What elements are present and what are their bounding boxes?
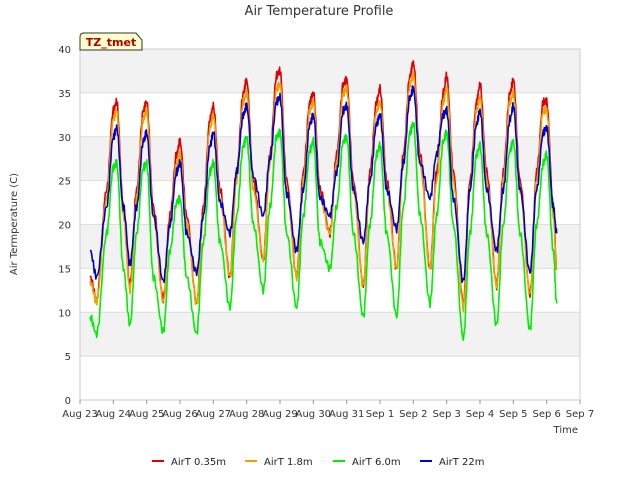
site-badge: TZ_tmet (79, 32, 143, 51)
x-tick-label: Sep 1 (366, 409, 394, 420)
y-tick-label: 20 (58, 221, 71, 232)
x-tick-label: Aug 23 (62, 409, 97, 420)
y-tick-label: 5 (65, 352, 71, 363)
x-tick-label: Aug 30 (296, 409, 331, 420)
x-axis-label: Time (553, 425, 578, 436)
legend-label: AirT 6.0m (352, 457, 401, 468)
series-line (89, 85, 558, 284)
x-tick-label: Aug 31 (329, 409, 364, 420)
x-tick-label: Sep 4 (466, 409, 494, 420)
x-tick-label: Aug 26 (162, 409, 197, 420)
y-tick-label: 15 (58, 264, 71, 275)
x-tick-label: Aug 25 (129, 409, 164, 420)
plot-band (80, 49, 580, 93)
x-tick-label: Sep 3 (432, 409, 460, 420)
legend: AirT 0.35m AirT 1.8m AirT 6.0m AirT 22m (152, 457, 484, 468)
x-tick-label: Aug 28 (229, 409, 264, 420)
y-tick-label: 25 (58, 177, 71, 188)
y-tick-label: 10 (58, 308, 71, 319)
y-axis-ticks: 0 5 10 15 20 25 30 35 40 (58, 45, 71, 407)
x-tick-label: Aug 27 (196, 409, 231, 420)
y-axis-label: Air Termperature (C) (9, 173, 20, 275)
x-tick-label: Sep 5 (499, 409, 527, 420)
x-tick-label: Aug 24 (96, 409, 131, 420)
plot-frame (79, 48, 581, 401)
x-tick-label: Sep 6 (532, 409, 560, 420)
legend-label: AirT 0.35m (171, 457, 226, 468)
chart-title: Air Temperature Profile (245, 4, 394, 19)
x-tick-label: Sep 7 (566, 409, 594, 420)
plot-band (80, 312, 580, 357)
badge-box (79, 32, 143, 51)
x-tick-label: Sep 2 (399, 409, 427, 420)
y-tick-label: 30 (58, 133, 71, 144)
y-tick-label: 35 (58, 89, 71, 100)
y-tick-label: 40 (58, 45, 71, 56)
plot-band (80, 136, 580, 181)
series-lines (89, 60, 558, 342)
plot-bands (80, 49, 580, 357)
x-tick-label: Aug 29 (262, 409, 297, 420)
y-tick-label: 0 (65, 396, 71, 407)
badge-label: TZ_tmet (86, 36, 136, 49)
legend-label: AirT 22m (439, 457, 484, 468)
series-line (89, 121, 558, 342)
legend-label: AirT 1.8m (264, 457, 313, 468)
